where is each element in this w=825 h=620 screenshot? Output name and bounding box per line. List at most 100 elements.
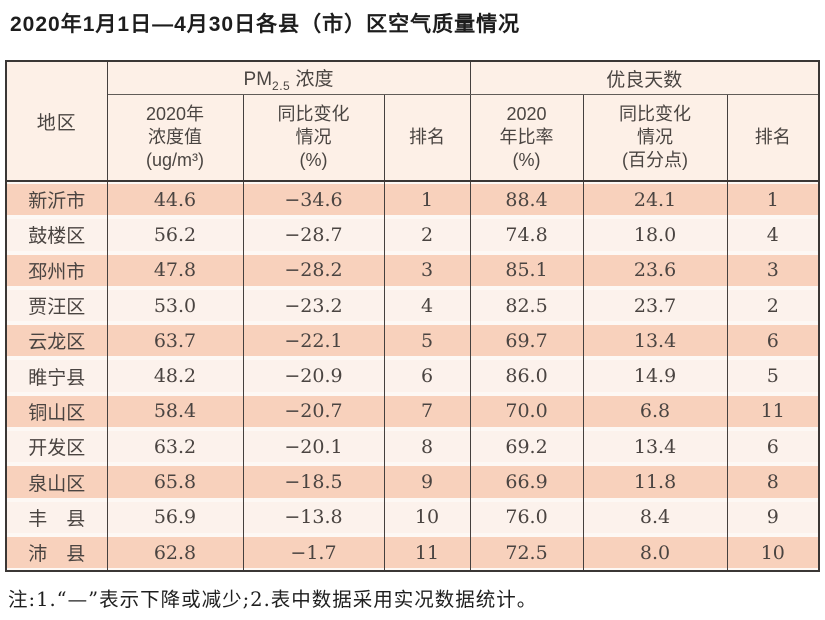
region-cell: 铜山区 — [5, 393, 108, 430]
table-row: 新沂市 44.6 −34.6 1 88.4 24.1 1 — [5, 181, 820, 218]
pm-value-cell: 56.9 — [106, 499, 244, 535]
days-ratio-cell: 76.0 — [469, 499, 584, 535]
pm-change-cell: −23.2 — [242, 287, 385, 324]
pm-change-cell: −20.7 — [242, 393, 385, 430]
days-rank-cell: 9 — [726, 499, 820, 535]
table-row: 铜山区 58.4 −20.7 7 70.0 6.8 11 — [5, 393, 820, 430]
region-cell: 邳州市 — [5, 252, 108, 288]
column-header-region: 地区 — [5, 61, 108, 182]
page-title: 2020年1月1日—4月30日各县（市）区空气质量情况 — [10, 13, 521, 36]
table-row: 鼓楼区 56.2 −28.7 2 74.8 18.0 4 — [5, 217, 820, 253]
days-rank-cell: 11 — [726, 393, 820, 430]
days-change-cell: 8.4 — [582, 499, 728, 535]
days-rank-cell: 10 — [726, 534, 820, 572]
pm-rank-cell: 8 — [383, 429, 471, 465]
pm25-suffix: 浓度 — [290, 68, 334, 90]
table-header: 地区 PM2.5 浓度 优良天数 2020年 浓度值 (ug/m³) 同比变化 … — [5, 61, 820, 182]
region-cell: 泉山区 — [5, 464, 108, 500]
days-ratio-cell: 72.5 — [469, 534, 584, 572]
table-row: 云龙区 63.7 −22.1 5 69.7 13.4 6 — [5, 323, 820, 359]
days-ratio-cell: 66.9 — [469, 464, 584, 500]
pm25-prefix: PM — [243, 68, 273, 90]
days-ratio-cell: 70.0 — [469, 393, 584, 430]
days-change-cell: 24.1 — [582, 181, 728, 218]
days-change-cell: 11.8 — [582, 464, 728, 500]
group-header-good-days: 优良天数 — [469, 61, 820, 95]
pm-rank-cell: 9 — [383, 464, 471, 500]
group-header-row: 地区 PM2.5 浓度 优良天数 — [5, 61, 820, 182]
days-rank-cell: 6 — [726, 429, 820, 465]
column-header-pm-change: 同比变化 情况 (%) — [242, 94, 385, 182]
region-cell: 贾汪区 — [5, 287, 108, 324]
table-row: 泉山区 65.8 −18.5 9 66.9 11.8 8 — [5, 464, 820, 500]
pm-rank-cell: 10 — [383, 499, 471, 535]
days-rank-cell: 3 — [726, 252, 820, 288]
days-rank-cell: 8 — [726, 464, 820, 500]
pm-value-cell: 53.0 — [106, 287, 244, 324]
days-rank-cell: 5 — [726, 358, 820, 394]
pm-rank-cell: 2 — [383, 217, 471, 253]
days-change-cell: 23.7 — [582, 287, 728, 324]
column-header-days-change: 同比变化 情况 (百分点) — [582, 94, 728, 182]
table-row: 丰 县 56.9 −13.8 10 76.0 8.4 9 — [5, 499, 820, 535]
days-ratio-cell: 69.2 — [469, 429, 584, 465]
pm-change-cell: −20.1 — [242, 429, 385, 465]
pm-rank-cell: 3 — [383, 252, 471, 288]
footnote: 注:1.“—”表示下降或减少;2.表中数据采用实况数据统计。 — [8, 588, 538, 611]
pm-change-cell: −28.2 — [242, 252, 385, 288]
days-ratio-cell: 86.0 — [469, 358, 584, 394]
pm-change-cell: −34.6 — [242, 181, 385, 218]
days-change-cell: 6.8 — [582, 393, 728, 430]
days-change-cell: 13.4 — [582, 323, 728, 359]
table-row: 开发区 63.2 −20.1 8 69.2 13.4 6 — [5, 429, 820, 465]
days-change-cell: 14.9 — [582, 358, 728, 394]
pm-change-cell: −20.9 — [242, 358, 385, 394]
column-header-days-ratio: 2020 年比率 (%) — [469, 94, 584, 182]
region-cell: 新沂市 — [5, 181, 108, 218]
sub-header-row: 2020年 浓度值 (ug/m³) 同比变化 情况 (%) 排名 2020 年比… — [6, 94, 820, 182]
pm-rank-cell: 4 — [383, 287, 471, 324]
region-cell: 云龙区 — [5, 323, 108, 359]
pm-rank-cell: 6 — [383, 358, 471, 394]
days-rank-cell: 2 — [726, 287, 820, 324]
pm-value-cell: 44.6 — [106, 181, 244, 218]
table-row: 沛 县 62.8 −1.7 11 72.5 8.0 10 — [5, 534, 820, 572]
pm-change-cell: −1.7 — [242, 534, 385, 572]
pm-change-cell: −28.7 — [242, 217, 385, 253]
region-cell: 鼓楼区 — [5, 217, 108, 253]
region-cell: 沛 县 — [5, 534, 108, 572]
region-cell: 睢宁县 — [5, 358, 108, 394]
pm-rank-cell: 11 — [383, 534, 471, 572]
pm-rank-cell: 1 — [383, 181, 471, 218]
table-row: 邳州市 47.8 −28.2 3 85.1 23.6 3 — [5, 252, 820, 288]
pm25-subscript: 2.5 — [272, 78, 291, 93]
pm-change-cell: −18.5 — [242, 464, 385, 500]
days-ratio-cell: 85.1 — [469, 252, 584, 288]
pm-value-cell: 63.2 — [106, 429, 244, 465]
pm-value-cell: 47.8 — [106, 252, 244, 288]
column-header-days-rank: 排名 — [726, 94, 820, 182]
group-header-pm25: PM2.5 浓度 — [106, 61, 471, 95]
days-ratio-cell: 69.7 — [469, 323, 584, 359]
table-row: 睢宁县 48.2 −20.9 6 86.0 14.9 5 — [5, 358, 820, 394]
days-change-cell: 8.0 — [582, 534, 728, 572]
days-ratio-cell: 88.4 — [469, 181, 584, 218]
days-ratio-cell: 82.5 — [469, 287, 584, 324]
days-rank-cell: 1 — [726, 181, 820, 218]
pm-change-cell: −13.8 — [242, 499, 385, 535]
pm-value-cell: 65.8 — [106, 464, 244, 500]
pm-rank-cell: 5 — [383, 323, 471, 359]
pm-value-cell: 56.2 — [106, 217, 244, 253]
region-cell: 丰 县 — [5, 499, 108, 535]
table-body: 新沂市 44.6 −34.6 1 88.4 24.1 1 鼓楼区 56.2 −2… — [5, 181, 820, 572]
pm-rank-cell: 7 — [383, 393, 471, 430]
pm-change-cell: −22.1 — [242, 323, 385, 359]
days-change-cell: 23.6 — [582, 252, 728, 288]
days-change-cell: 13.4 — [582, 429, 728, 465]
table-row: 贾汪区 53.0 −23.2 4 82.5 23.7 2 — [5, 287, 820, 324]
pm-value-cell: 62.8 — [106, 534, 244, 572]
days-change-cell: 18.0 — [582, 217, 728, 253]
column-header-pm-value: 2020年 浓度值 (ug/m³) — [106, 94, 244, 182]
days-rank-cell: 6 — [726, 323, 820, 359]
